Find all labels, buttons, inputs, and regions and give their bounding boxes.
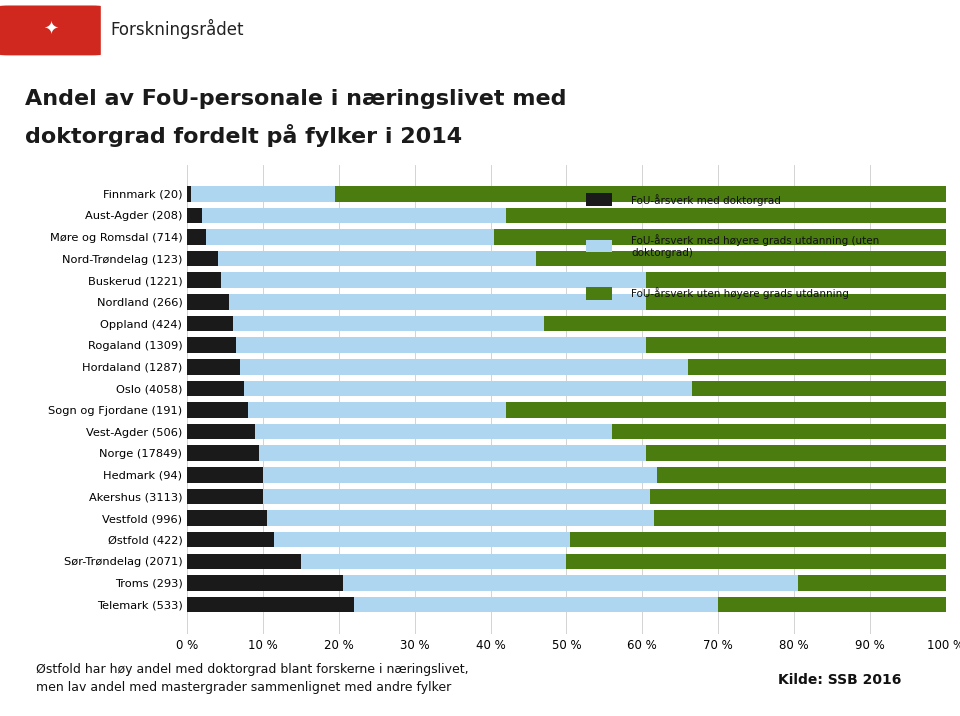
Bar: [206, 229, 494, 245]
Bar: [187, 251, 218, 266]
Bar: [248, 402, 506, 417]
Bar: [343, 575, 798, 591]
Bar: [232, 316, 543, 332]
Bar: [494, 229, 946, 245]
Bar: [187, 316, 232, 332]
Bar: [191, 186, 335, 202]
Bar: [187, 489, 263, 504]
Bar: [658, 467, 946, 483]
Bar: [718, 596, 946, 612]
Bar: [354, 596, 718, 612]
Bar: [187, 511, 267, 526]
Bar: [275, 532, 570, 548]
Bar: [566, 553, 946, 569]
Text: Forskningsrådet: Forskningsrådet: [110, 19, 244, 39]
Bar: [798, 575, 946, 591]
Bar: [654, 511, 946, 526]
Bar: [267, 511, 654, 526]
Text: Andel av FoU-personale i næringslivet med: Andel av FoU-personale i næringslivet me…: [25, 89, 566, 109]
Bar: [187, 186, 191, 202]
Bar: [650, 489, 946, 504]
Text: FoU-årsverk uten høyere grads utdanning: FoU-årsverk uten høyere grads utdanning: [631, 287, 849, 299]
Bar: [187, 553, 301, 569]
Bar: [187, 337, 236, 353]
Bar: [187, 359, 240, 374]
FancyBboxPatch shape: [587, 240, 612, 252]
Bar: [612, 424, 946, 440]
Bar: [255, 424, 612, 440]
Bar: [236, 337, 646, 353]
Bar: [222, 273, 646, 288]
Text: ✦: ✦: [43, 20, 59, 38]
Bar: [259, 445, 646, 461]
Bar: [335, 186, 946, 202]
Bar: [240, 359, 687, 374]
Bar: [187, 229, 206, 245]
Bar: [543, 316, 946, 332]
Bar: [187, 596, 354, 612]
Text: doktorgrad fordelt på fylker i 2014: doktorgrad fordelt på fylker i 2014: [25, 124, 462, 147]
FancyBboxPatch shape: [587, 193, 612, 206]
Text: FoU-årsverk med høyere grads utdanning (uten
doktorgrad): FoU-årsverk med høyere grads utdanning (…: [631, 234, 879, 258]
Bar: [187, 294, 228, 309]
Text: Kilde: SSB 2016: Kilde: SSB 2016: [779, 673, 901, 687]
Bar: [187, 445, 259, 461]
Text: Østfold har høy andel med doktorgrad blant forskerne i næringslivet,
men lav and: Østfold har høy andel med doktorgrad bla…: [36, 663, 469, 694]
Bar: [646, 445, 946, 461]
Bar: [187, 467, 263, 483]
Bar: [301, 553, 566, 569]
Bar: [691, 381, 946, 396]
Bar: [687, 359, 946, 374]
Bar: [506, 208, 946, 223]
FancyBboxPatch shape: [587, 287, 612, 299]
Bar: [187, 381, 244, 396]
Bar: [646, 273, 946, 288]
Bar: [263, 467, 658, 483]
Bar: [646, 337, 946, 353]
Bar: [187, 532, 275, 548]
Bar: [187, 575, 343, 591]
Bar: [187, 273, 222, 288]
Bar: [187, 402, 248, 417]
Bar: [244, 381, 691, 396]
Bar: [263, 489, 650, 504]
FancyBboxPatch shape: [0, 6, 101, 55]
Bar: [187, 424, 255, 440]
Bar: [187, 208, 203, 223]
Bar: [228, 294, 646, 309]
Bar: [536, 251, 946, 266]
Bar: [506, 402, 946, 417]
Text: FoU-årsverk med doktorgrad: FoU-årsverk med doktorgrad: [631, 194, 781, 205]
Bar: [203, 208, 506, 223]
Bar: [218, 251, 536, 266]
Bar: [646, 294, 946, 309]
Bar: [570, 532, 946, 548]
